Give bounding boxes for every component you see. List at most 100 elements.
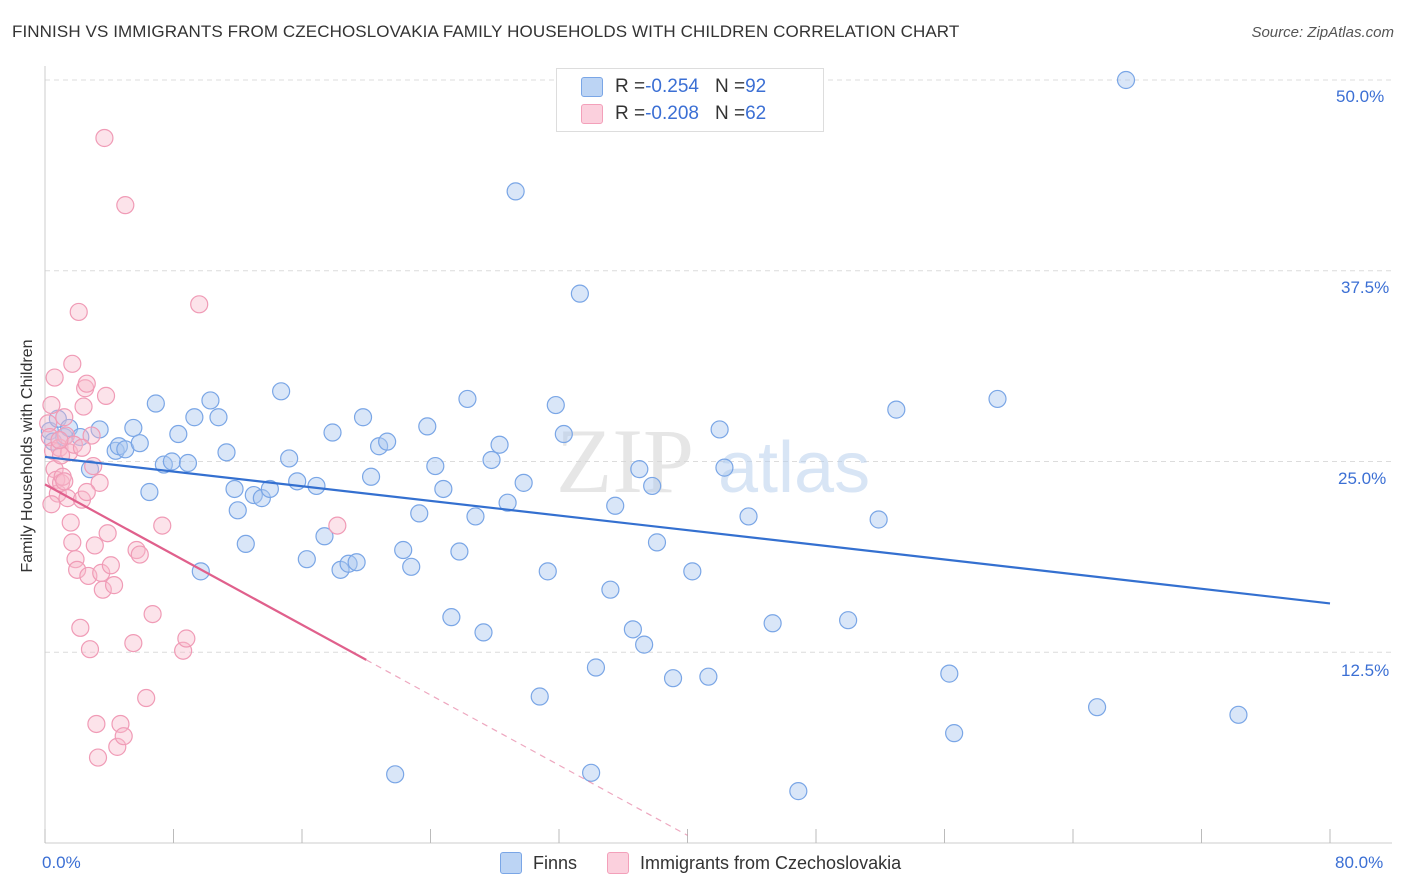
y-tick-label: 25.0% (1338, 469, 1387, 488)
czech-point (108, 737, 127, 756)
finns-point (710, 420, 729, 439)
czech-point (68, 560, 87, 579)
correlation-legend: R = -0.254 N = 92 R = -0.208 N = 62 (556, 68, 824, 132)
czech-point (101, 556, 120, 575)
finns-point (699, 667, 718, 686)
legend-item-czech: Immigrants from Czechoslovakia (607, 852, 901, 874)
czech-point (72, 438, 92, 457)
finns-point (647, 533, 667, 552)
finns-point (715, 458, 734, 477)
finns-point (418, 417, 437, 436)
finns-point (434, 479, 453, 499)
finns-point (185, 408, 204, 427)
finns-point (307, 476, 326, 496)
legend-r-label: R = (615, 103, 646, 124)
finns-point (988, 389, 1007, 409)
finns-point (538, 562, 557, 581)
watermark: ZIP atlas (556, 410, 870, 512)
czech-point (61, 513, 80, 532)
finns-point (178, 453, 198, 473)
czech-point (116, 196, 135, 215)
finns-point (570, 284, 589, 303)
czech-point (55, 472, 74, 491)
watermark-atlas: atlas (718, 428, 870, 508)
legend-row-finns: R = -0.254 N = 92 (581, 74, 766, 100)
finns-point (410, 504, 429, 523)
finns-point (442, 608, 461, 627)
finns-point (386, 765, 405, 784)
finns-point (450, 542, 469, 561)
finns-point (140, 482, 159, 502)
legend-swatch-finns (500, 852, 522, 874)
legend-r-value: -0.254 (645, 76, 699, 97)
finns-point (1116, 70, 1136, 90)
czech-point (143, 604, 162, 624)
czech-point (98, 524, 117, 543)
y-tick-label: 37.5% (1341, 278, 1390, 297)
trend-line-czech (44, 483, 367, 661)
czech-point (63, 533, 82, 552)
finns-point (530, 687, 549, 706)
czech-point (45, 368, 64, 387)
finns-point (546, 395, 565, 415)
source-label: Source: ZipAtlas.com (1251, 24, 1394, 41)
legend-swatch-czech (581, 104, 603, 124)
czech-point (69, 302, 88, 322)
czech-point (85, 536, 104, 555)
finns-point (1229, 705, 1248, 724)
finns-point (394, 540, 413, 560)
finns-point (209, 408, 228, 427)
czech-point (42, 495, 61, 514)
finns-point (869, 510, 888, 529)
czech-point (63, 354, 82, 373)
series-legend: Finns Immigrants from Czechoslovakia (500, 852, 931, 874)
finns-point (146, 394, 165, 413)
finns-point (466, 507, 485, 526)
legend-swatch-czech (607, 852, 630, 874)
chart-title: FINNISH VS IMMIGRANTS FROM CZECHOSLOVAKI… (12, 22, 960, 41)
finns-point (763, 614, 782, 633)
finns-point (635, 635, 654, 654)
czech-point (74, 397, 93, 416)
czech-point (87, 714, 106, 734)
finns-point (839, 611, 858, 630)
trend-line-finns (44, 455, 1331, 605)
finns-point (1087, 698, 1107, 717)
finns-point (426, 456, 445, 476)
legend-r-label: R = (615, 76, 646, 97)
legend-row-czech: R = -0.208 N = 62 (581, 101, 766, 127)
czech-point (93, 580, 112, 599)
finns-point (458, 389, 477, 409)
finns-point (162, 452, 181, 471)
finns-point (353, 408, 373, 427)
czech-point (328, 516, 347, 535)
legend-label-finns: Finns (533, 852, 578, 873)
finns-point (663, 669, 683, 688)
finns-point (169, 424, 188, 444)
finns-point (514, 473, 533, 492)
finns-point (940, 664, 959, 683)
finns-point (272, 382, 291, 401)
legend-swatch-finns (581, 77, 603, 97)
finns-point (498, 493, 517, 512)
legend-n-label: N = (714, 76, 746, 97)
finns-point (887, 400, 906, 419)
finns-point (586, 658, 606, 677)
legend-label-czech: Immigrants from Czechoslovakia (640, 852, 902, 873)
czech-point (55, 408, 74, 427)
czech-point (50, 431, 69, 450)
finns-point (623, 620, 642, 639)
czech-point (51, 446, 71, 465)
czech-point (39, 414, 58, 433)
czech-point (177, 629, 196, 648)
finns-point (217, 443, 236, 462)
series-finns (40, 70, 1248, 801)
finns-point (80, 460, 100, 479)
y-axis-label: Family Households with Children (19, 339, 36, 573)
legend-r-value: -0.208 (645, 103, 699, 124)
czech-point (114, 727, 133, 746)
czech-point (71, 618, 90, 637)
finns-point (630, 460, 649, 479)
x-min-label: 0.0% (42, 853, 81, 872)
